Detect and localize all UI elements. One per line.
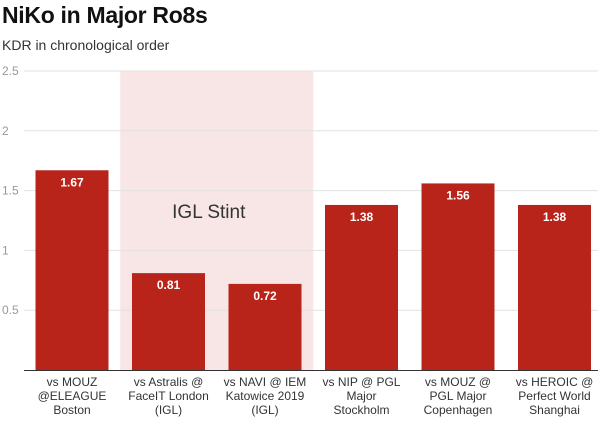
- y-tick-label: 1: [2, 243, 9, 257]
- bar: [518, 204, 591, 370]
- x-category-label: vs MOUZ @ PGL Major Copenhagen: [424, 375, 493, 417]
- bar: [421, 183, 495, 370]
- y-tick-label: 2: [2, 124, 9, 138]
- y-tick-label: 2.5: [2, 64, 19, 78]
- x-category-label: vs Astralis @ FaceIT London (IGL): [128, 375, 209, 417]
- bar: [35, 170, 109, 370]
- chart-title: NiKo in Major Ro8s: [2, 2, 208, 28]
- y-tick-label: 1.5: [2, 184, 19, 198]
- chart-subtitle: KDR in chronological order: [2, 37, 170, 53]
- bar-value-label: 1.38: [350, 210, 374, 224]
- bar-value-label: 0.81: [157, 278, 181, 292]
- bar-value-label: 1.67: [60, 175, 84, 189]
- bar-value-label: 0.72: [253, 289, 277, 303]
- bar: [132, 273, 205, 370]
- bar: [325, 204, 398, 370]
- bar-value-label: 1.56: [446, 188, 470, 202]
- x-category-label: vs MOUZ @ELEAGUE Boston: [38, 375, 107, 417]
- igl-stint-annotation: IGL Stint: [172, 202, 246, 223]
- bar: [228, 283, 302, 370]
- x-category-label: vs NIP @ PGL Major Stockholm: [323, 375, 401, 417]
- x-category-label: vs HEROIC @ Perfect World Shanghai: [516, 375, 594, 417]
- x-category-label: vs NAVI @ IEM Katowice 2019 (IGL): [224, 375, 307, 417]
- bar-value-label: 1.38: [543, 210, 567, 224]
- y-tick-label: 0.5: [2, 303, 19, 317]
